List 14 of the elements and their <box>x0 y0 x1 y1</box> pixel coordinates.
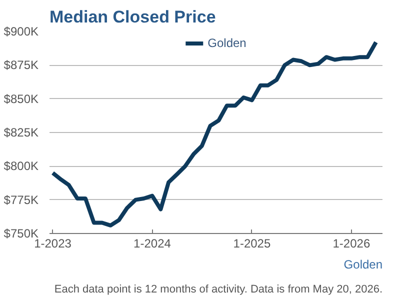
y-tick-label: $775K <box>4 192 39 207</box>
text: Golden <box>344 258 383 272</box>
x-tick-label: 1-2026 <box>332 236 370 250</box>
y-tick-label: $850K <box>4 92 39 106</box>
y-tick-label: $800K <box>4 159 39 174</box>
y-tick-label: $825K <box>4 126 39 140</box>
y-tick-label: $900K <box>4 24 39 38</box>
y-tick-label: $875K <box>4 58 39 72</box>
text: Each data point is 12 months of activity. Data is from May 20, 2026. <box>54 284 383 296</box>
chart-title: Median Closed Price <box>50 8 216 26</box>
x-tick-label: 1-2024 <box>134 236 172 250</box>
line-series <box>50 40 378 228</box>
x-tick-label: 1-2025 <box>233 236 271 250</box>
legend-label: Golden <box>208 36 246 50</box>
